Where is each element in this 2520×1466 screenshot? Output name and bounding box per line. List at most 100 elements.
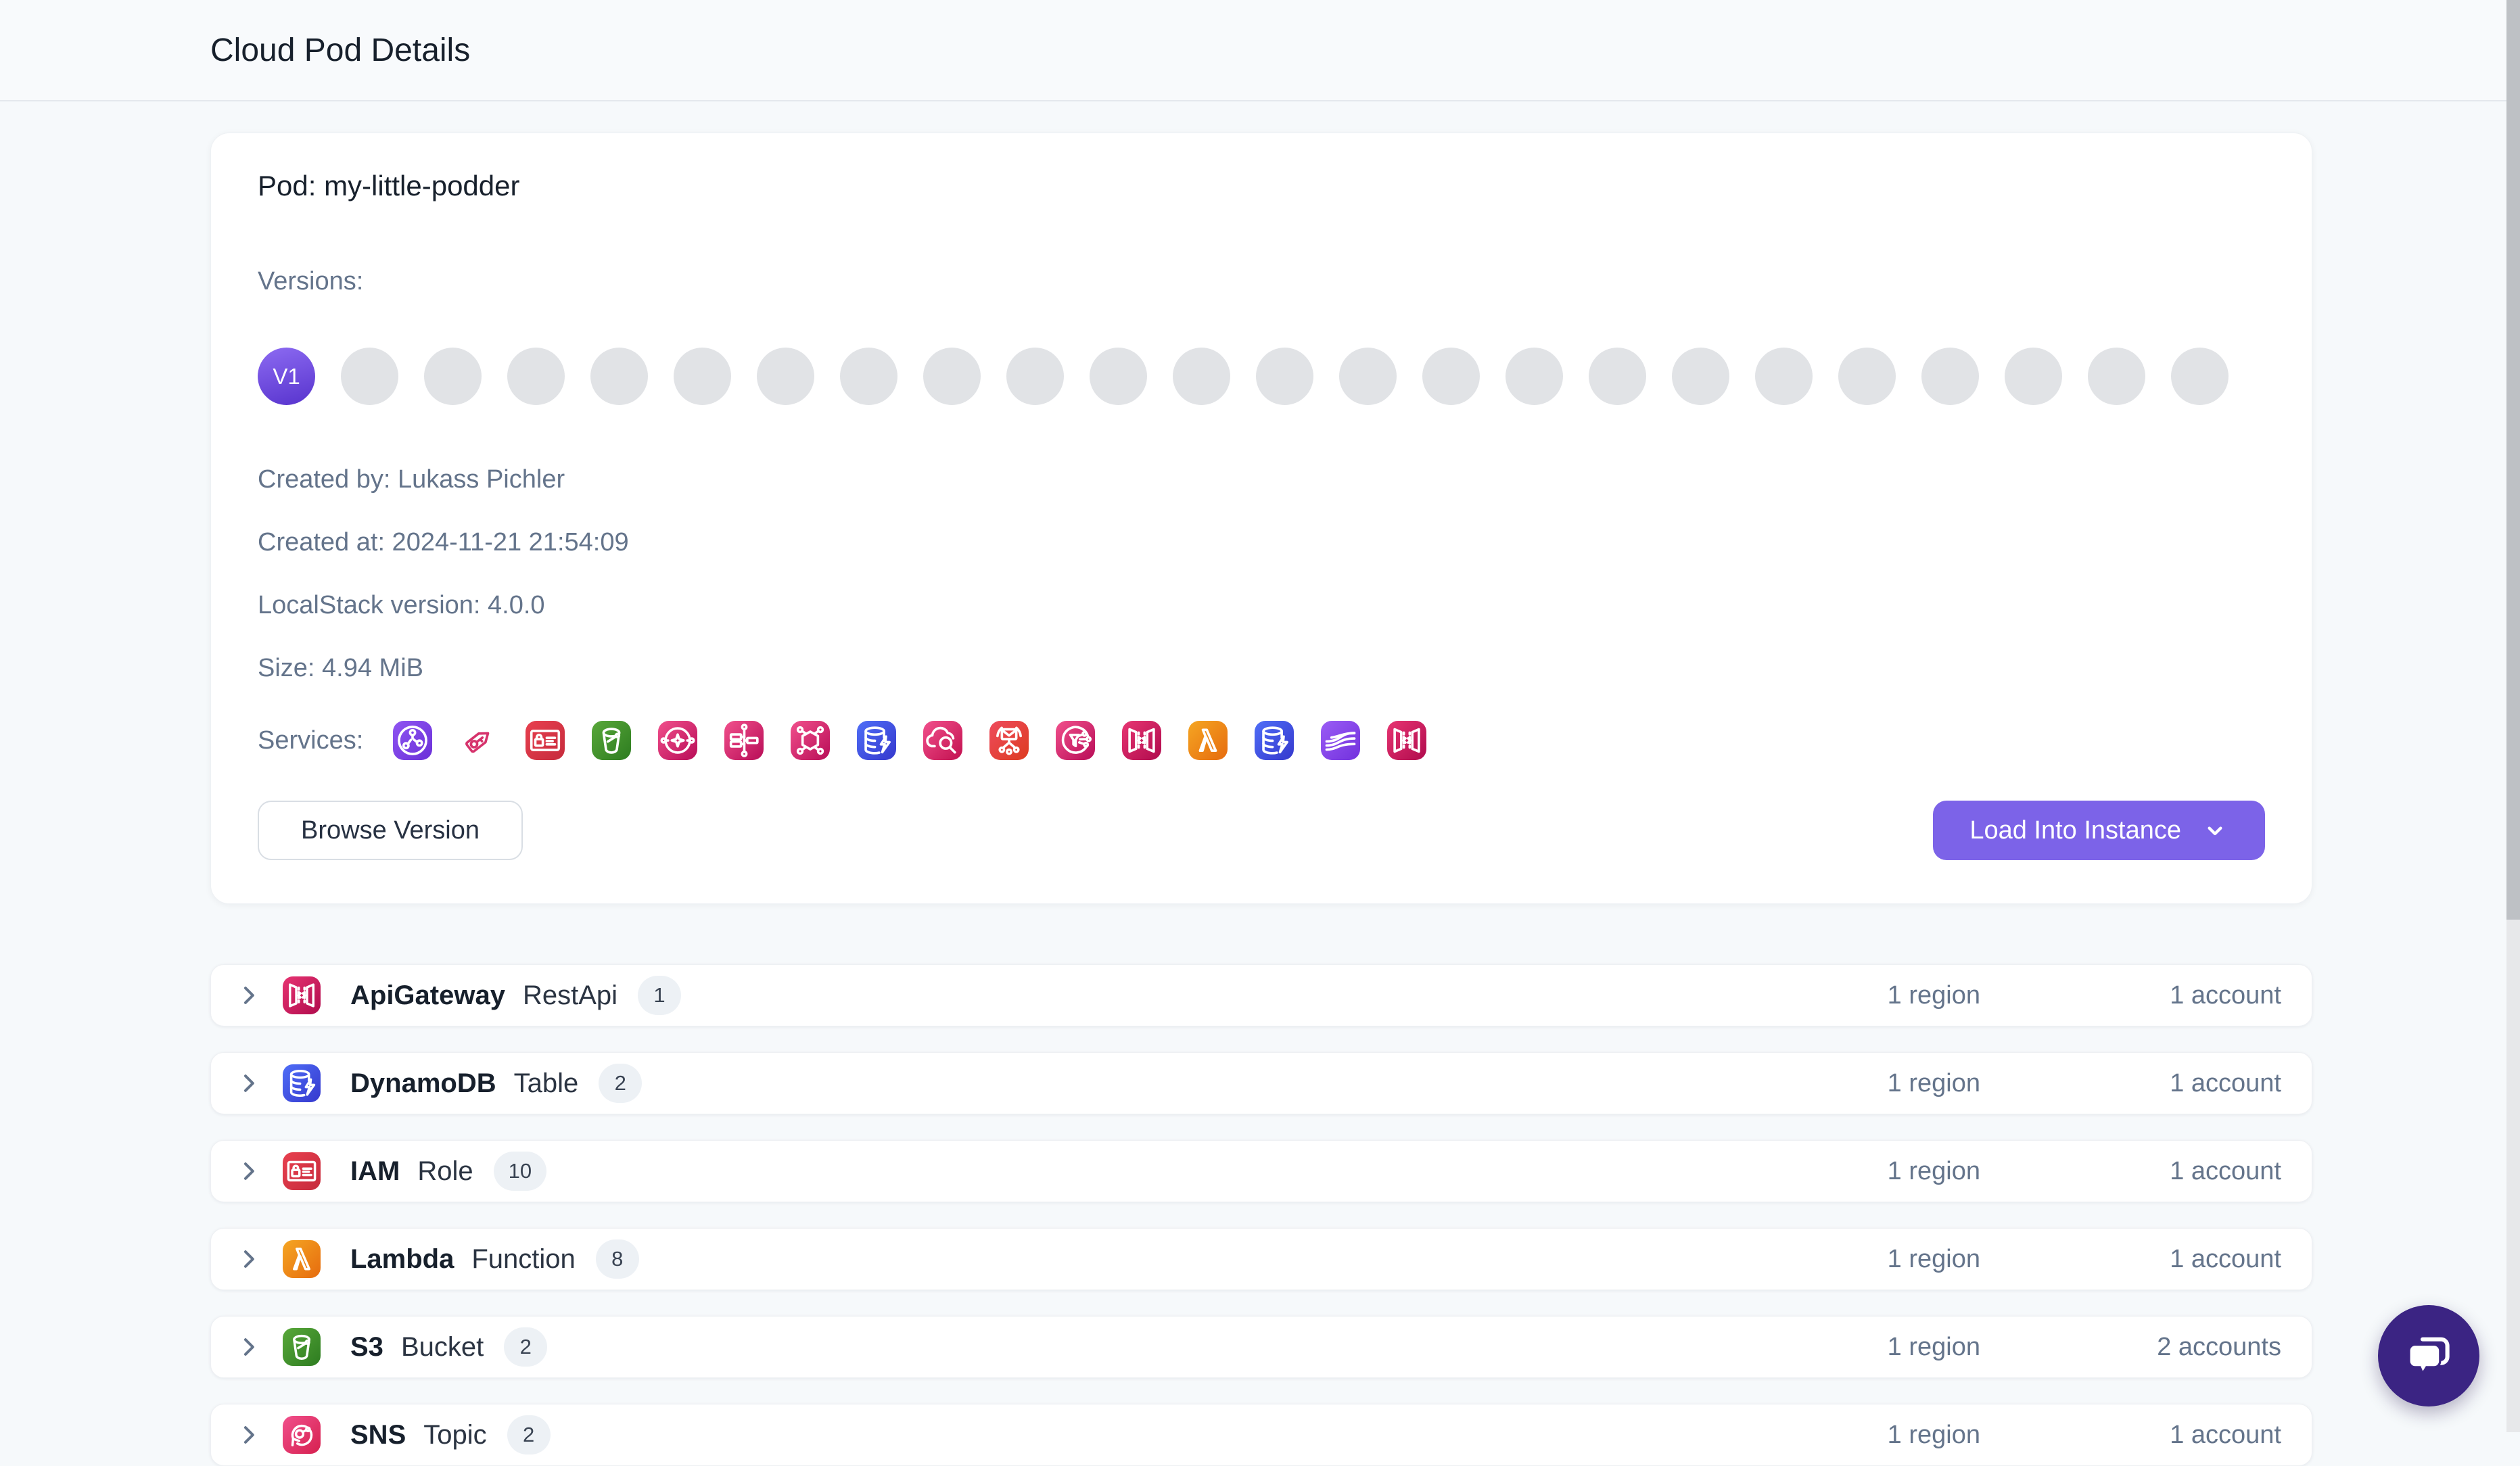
chevron-down-icon — [2201, 817, 2229, 844]
resource-service-name: Lambda — [350, 1244, 454, 1274]
pod-card: Pod: my-little-podder Versions: V1 Creat… — [210, 133, 2312, 904]
resource-regions: 1 region — [1887, 980, 1980, 1010]
service-icon-kinesis — [1321, 721, 1361, 760]
version-circle-placeholder — [1838, 348, 1896, 405]
version-circle-placeholder — [1422, 348, 1480, 405]
resource-type: Function — [471, 1244, 576, 1274]
chevron-right-icon[interactable] — [235, 1421, 262, 1448]
resource-regions: 1 region — [1887, 1420, 1980, 1449]
resource-type: Topic — [423, 1419, 487, 1450]
resource-service-name: ApiGateway — [350, 980, 505, 1010]
version-circle-placeholder — [1755, 348, 1813, 405]
resource-service-name: DynamoDB — [350, 1068, 496, 1098]
services-row: Services: — [258, 721, 2265, 760]
pod-size: Size: 4.94 MiB — [258, 654, 423, 682]
version-circle-placeholder — [674, 348, 731, 405]
service-icon-logs — [923, 721, 963, 760]
service-icon-list — [393, 721, 1427, 760]
version-circle-placeholder — [1006, 348, 1064, 405]
page-header: Cloud Pod Details — [0, 0, 2520, 101]
service-icon-lambda — [1188, 721, 1228, 760]
resource-accounts: 1 account — [2170, 1068, 2281, 1097]
version-circle-placeholder — [507, 348, 565, 405]
resource-count-badge: 2 — [599, 1064, 643, 1103]
localstack-version: LocalStack version: 4.0.0 — [258, 591, 545, 619]
resource-row-apigateway[interactable]: ApiGateway RestApi 1 1 region 1 account — [210, 964, 2312, 1026]
version-circle-placeholder — [757, 348, 814, 405]
resource-count-badge: 8 — [595, 1239, 639, 1279]
resource-row-sns[interactable]: SNS Topic 2 1 region 1 account — [210, 1404, 2312, 1466]
service-icon-events — [658, 721, 698, 760]
resource-count-badge: 10 — [493, 1152, 547, 1191]
version-circle-selected[interactable]: V1 — [258, 348, 315, 405]
resource-accounts: 1 account — [2170, 1244, 2281, 1273]
version-circle-placeholder — [590, 348, 648, 405]
iam-service-icon — [283, 1152, 321, 1190]
resource-row-lambda[interactable]: Lambda Function 8 1 region 1 account — [210, 1228, 2312, 1290]
resource-accounts: 1 account — [2170, 1156, 2281, 1185]
browse-version-button[interactable]: Browse Version — [258, 801, 523, 860]
service-icon-dynamodb — [857, 721, 897, 760]
version-circle-placeholder — [424, 348, 482, 405]
chat-bubbles-icon — [2400, 1327, 2458, 1385]
service-icon-sts — [459, 721, 498, 760]
resource-regions: 1 region — [1887, 1156, 1980, 1185]
chevron-right-icon[interactable] — [235, 1333, 262, 1361]
resource-row-iam[interactable]: IAM Role 10 1 region 1 account — [210, 1140, 2312, 1202]
chat-widget-button[interactable] — [2378, 1305, 2479, 1406]
version-circle-placeholder — [341, 348, 398, 405]
resource-count-badge: 2 — [504, 1327, 548, 1367]
chevron-right-icon[interactable] — [235, 1246, 262, 1273]
versions-label: Versions: — [258, 267, 364, 295]
version-circle-placeholder — [1589, 348, 1646, 405]
service-icon-s3 — [592, 721, 632, 760]
version-circle-placeholder — [2088, 348, 2145, 405]
dynamodb-service-icon — [283, 1064, 321, 1102]
chevron-right-icon[interactable] — [235, 982, 262, 1009]
resource-count-badge: 2 — [507, 1415, 551, 1455]
s3-service-icon — [283, 1328, 321, 1366]
pod-meta: Created by: Lukass Pichler Created at: 2… — [258, 465, 2265, 683]
resource-service-name: SNS — [350, 1419, 406, 1450]
pod-title: Pod: my-little-podder — [258, 170, 520, 202]
chevron-right-icon[interactable] — [235, 1070, 262, 1097]
resource-regions: 1 region — [1887, 1332, 1980, 1361]
created-at: Created at: 2024-11-21 21:54:09 — [258, 528, 629, 557]
version-circle-placeholder — [1339, 348, 1397, 405]
resource-row-s3[interactable]: S3 Bucket 2 1 region 2 accounts — [210, 1316, 2312, 1378]
chevron-right-icon[interactable] — [235, 1158, 262, 1185]
service-icon-apigateway — [1122, 721, 1162, 760]
version-circle-placeholder — [923, 348, 981, 405]
resource-type: Table — [513, 1068, 579, 1098]
page-title: Cloud Pod Details — [210, 32, 471, 68]
version-circle-placeholder — [2171, 348, 2229, 405]
service-icon-sqs — [1056, 721, 1096, 760]
version-circle-placeholder — [1672, 348, 1729, 405]
version-circle-placeholder — [1506, 348, 1563, 405]
scrollbar-thumb[interactable] — [2506, 0, 2520, 920]
service-icon-sns — [989, 721, 1029, 760]
version-list: V1 — [258, 348, 2265, 405]
resource-count-badge: 1 — [638, 976, 682, 1015]
service-icon-ssm — [791, 721, 831, 760]
service-icon-iam — [526, 721, 565, 760]
version-circle-placeholder — [1173, 348, 1230, 405]
resource-accounts: 1 account — [2170, 980, 2281, 1010]
load-into-instance-button[interactable]: Load Into Instance — [1933, 801, 2265, 860]
created-by: Created by: Lukass Pichler — [258, 465, 565, 494]
version-circle-placeholder — [1256, 348, 1313, 405]
apigateway-service-icon — [283, 976, 321, 1014]
version-circle-placeholder — [840, 348, 897, 405]
resource-accounts: 1 account — [2170, 1420, 2281, 1449]
resource-type: Role — [417, 1156, 473, 1186]
resource-type: RestApi — [522, 980, 618, 1010]
resource-row-dynamodb[interactable]: DynamoDB Table 2 1 region 1 account — [210, 1052, 2312, 1114]
service-icon-stepfunctions — [724, 721, 764, 760]
resource-list: ApiGateway RestApi 1 1 region 1 account Dynam… — [210, 964, 2312, 1466]
resource-regions: 1 region — [1887, 1068, 1980, 1097]
service-icon-dynamodbstreams — [1255, 721, 1294, 760]
resource-service-name: S3 — [350, 1331, 383, 1362]
services-label: Services: — [258, 726, 364, 755]
version-circle-placeholder — [2005, 348, 2062, 405]
